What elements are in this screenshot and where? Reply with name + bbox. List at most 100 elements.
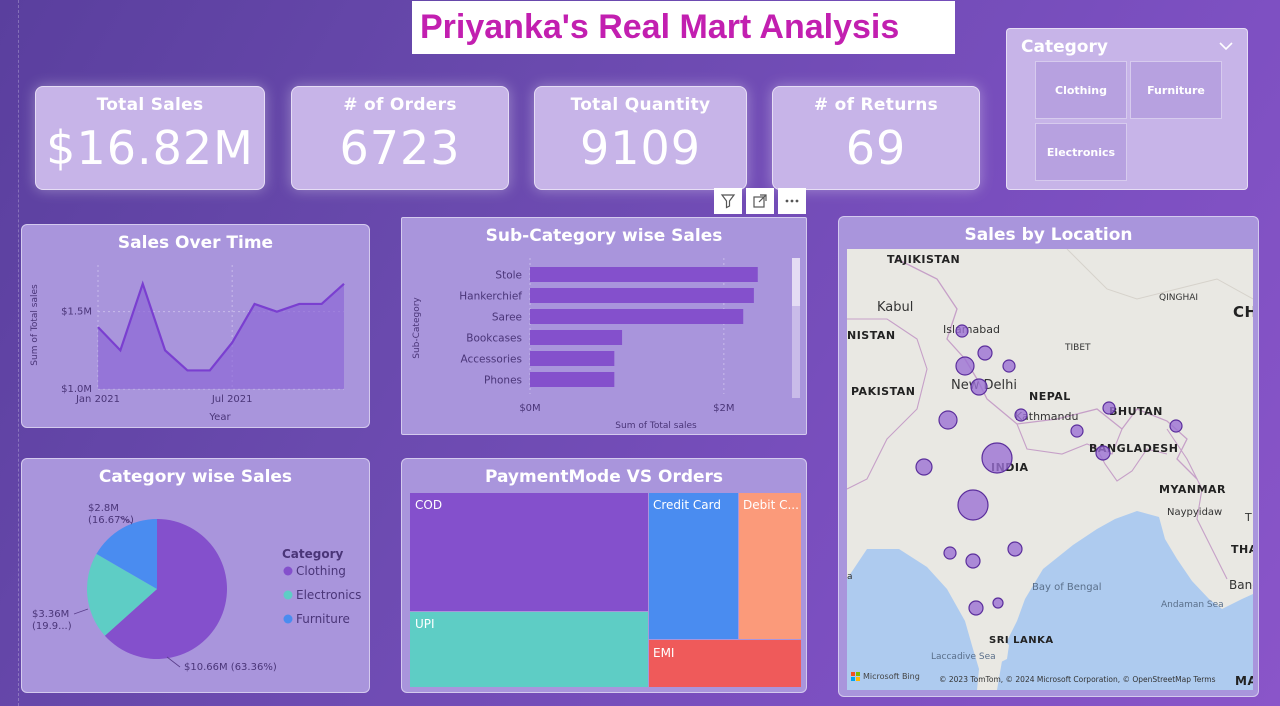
sales-bubble[interactable]: [957, 489, 989, 521]
sales-bubble[interactable]: [1002, 359, 1016, 373]
sales-bubble[interactable]: [938, 410, 958, 430]
focus-mode-icon[interactable]: [746, 188, 774, 214]
data-label: $3.36M: [32, 609, 69, 620]
scrollbar-thumb[interactable]: [792, 258, 800, 306]
bar[interactable]: [530, 288, 754, 303]
border-line: [1066, 249, 1253, 300]
leader-line: [73, 608, 89, 615]
kpi-card-total-sales[interactable]: Total Sales $16.82M: [35, 86, 265, 190]
y-tick-label: $1.5M: [61, 307, 92, 318]
treemap-tile-upi[interactable]: [410, 612, 648, 687]
pie-slice[interactable]: [104, 519, 228, 659]
bar[interactable]: [530, 351, 615, 366]
bing-logo-icon: [856, 672, 860, 676]
x-axis-label: Sum of Total sales: [615, 421, 697, 431]
bar[interactable]: [530, 372, 615, 387]
kpi-card-orders[interactable]: # of Orders 6723: [291, 86, 509, 190]
map-label: QINGHAI: [1159, 293, 1198, 303]
map-label: Islamabad: [943, 323, 1000, 336]
map-visual[interactable]: TAJIKISTAN Kabul NISTAN Islamabad QINGHA…: [847, 249, 1253, 690]
map-label: Kathmandu: [1015, 410, 1078, 423]
sales-bubble[interactable]: [1169, 419, 1183, 433]
legend-marker: [283, 614, 293, 624]
sales-bubble[interactable]: [955, 356, 975, 376]
legend-item[interactable]: Clothing: [296, 564, 346, 578]
bing-logo-icon: [856, 677, 860, 681]
map-label: NEPAL: [1029, 390, 1071, 403]
kpi-label: Total Quantity: [570, 95, 711, 115]
map-label: Kabul: [877, 300, 913, 315]
treemap-label: Debit C...: [743, 498, 799, 512]
map-label: TIBET: [1064, 343, 1091, 353]
sales-bubble[interactable]: [955, 324, 969, 338]
treemap-label: Credit Card: [653, 498, 721, 512]
bar[interactable]: [530, 309, 744, 324]
map-label: Laccadive Sea: [931, 652, 996, 662]
sales-bubble[interactable]: [970, 378, 988, 396]
y-tick-label: Stole: [495, 270, 522, 282]
dashboard-title-box: Priyanka's Real Mart Analysis: [412, 1, 955, 54]
chevron-down-icon[interactable]: [1219, 39, 1233, 53]
border-line: [1096, 448, 1168, 482]
map-label: MYANMAR: [1159, 483, 1226, 496]
border-line: [1166, 428, 1228, 580]
sales-bubble[interactable]: [992, 597, 1004, 609]
arabian-sea: [847, 549, 979, 690]
treemap-label: EMI: [653, 646, 675, 660]
y-axis-label: Sub-Category: [412, 297, 422, 359]
sales-bubble[interactable]: [977, 345, 993, 361]
map-label: Andaman Sea: [1161, 600, 1224, 610]
visual-header-toolbar: [714, 188, 806, 214]
sales-bubble[interactable]: [1070, 424, 1084, 438]
legend-item[interactable]: Electronics: [296, 588, 361, 602]
border-line: [847, 318, 928, 490]
data-label: (19.9...): [32, 621, 72, 632]
kpi-value: 69: [845, 121, 907, 175]
treemap-tile-debit-card[interactable]: [739, 493, 801, 639]
sales-bubble[interactable]: [943, 546, 957, 560]
slicer-option-clothing[interactable]: Clothing: [1035, 61, 1127, 119]
kpi-value: 6723: [339, 121, 461, 175]
chart-title: Sub-Category wise Sales: [485, 226, 723, 246]
kpi-label: # of Returns: [813, 95, 939, 115]
treemap-tile-cod[interactable]: [410, 493, 648, 611]
map-label: MA: [1235, 674, 1253, 688]
series-line[interactable]: [97, 280, 345, 372]
slicer-option-furniture[interactable]: Furniture: [1130, 61, 1222, 119]
sales-bubble[interactable]: [1014, 408, 1028, 422]
map-label: a: [847, 572, 853, 582]
map-label: Bangk: [1229, 578, 1253, 592]
sales-bubble[interactable]: [915, 458, 933, 476]
sales-bubble[interactable]: [1007, 541, 1023, 557]
sales-bubble[interactable]: [968, 600, 984, 616]
sales-bubble[interactable]: [1095, 445, 1111, 461]
legend-item[interactable]: Furniture: [296, 612, 350, 626]
bing-logo-icon: [851, 672, 855, 676]
kpi-card-returns[interactable]: # of Returns 69: [772, 86, 980, 190]
kpi-card-total-quantity[interactable]: Total Quantity 9109: [534, 86, 747, 190]
y-axis-label: Sum of Total sales: [30, 284, 40, 366]
chart-title: PaymentMode VS Orders: [484, 467, 724, 487]
map-label: BHUTAN: [1109, 405, 1163, 418]
area-fill[interactable]: [98, 283, 344, 389]
bar[interactable]: [530, 267, 758, 282]
sales-bubble[interactable]: [965, 553, 981, 569]
sub-category-bar-chart: Sub-Category Sum of Total sales $0M $2M St…: [412, 258, 800, 431]
map-attribution: © 2023 TomTom, © 2024 Microsoft Corporat…: [939, 675, 1216, 684]
sales-bubble[interactable]: [981, 442, 1013, 474]
treemap-label: UPI: [415, 617, 435, 631]
y-tick-label: Bookcases: [466, 333, 522, 345]
dashboard-title: Priyanka's Real Mart Analysis: [420, 8, 900, 46]
slicer-option-electronics[interactable]: Electronics: [1035, 123, 1127, 181]
pie-slice[interactable]: [96, 519, 157, 589]
treemap-tile-emi[interactable]: [649, 640, 801, 687]
sales-bubble[interactable]: [1102, 401, 1116, 415]
more-options-icon[interactable]: [778, 188, 806, 214]
pie-slice[interactable]: [87, 553, 157, 636]
canvas-border: [18, 0, 19, 706]
treemap-tile-credit-card[interactable]: [649, 493, 738, 639]
bar[interactable]: [530, 330, 623, 345]
map-label: BANGLADESH: [1089, 442, 1178, 455]
scrollbar-track[interactable]: [792, 258, 800, 398]
filter-icon[interactable]: [714, 188, 742, 214]
